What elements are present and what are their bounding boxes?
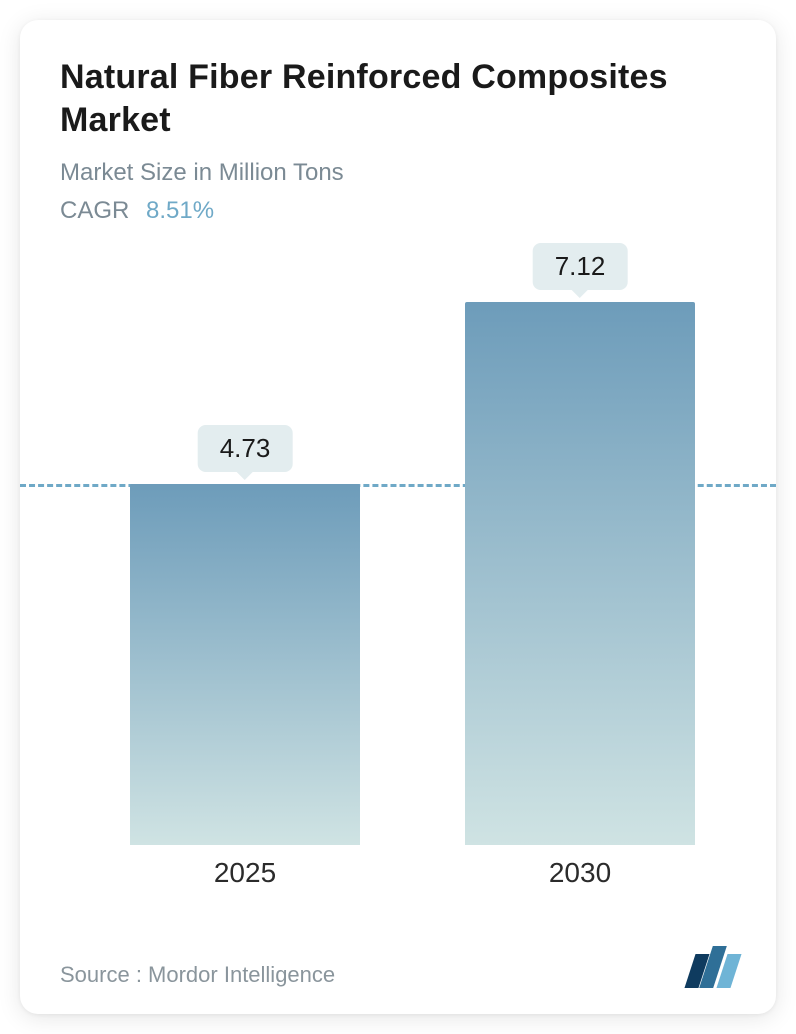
- chart-area: 4.7320257.122030: [60, 265, 736, 905]
- value-pill-2030: 7.12: [533, 243, 628, 290]
- x-label-2025: 2025: [214, 857, 276, 889]
- cagr-label: CAGR: [60, 197, 129, 224]
- chart-footer: Source : Mordor Intelligence: [60, 946, 736, 988]
- chart-card: Natural Fiber Reinforced Composites Mark…: [20, 20, 776, 1014]
- cagr-value: 8.51%: [146, 197, 214, 224]
- bar-2025: [130, 484, 360, 845]
- bar-2030: [465, 302, 695, 845]
- cagr-row: CAGR 8.51%: [60, 197, 736, 225]
- x-label-2030: 2030: [549, 857, 611, 889]
- value-pill-2025: 4.73: [198, 425, 293, 472]
- brand-logo-icon: [688, 946, 736, 988]
- source-text: Source : Mordor Intelligence: [60, 962, 335, 988]
- chart-title: Natural Fiber Reinforced Composites Mark…: [60, 56, 736, 141]
- chart-subtitle: Market Size in Million Tons: [60, 159, 736, 187]
